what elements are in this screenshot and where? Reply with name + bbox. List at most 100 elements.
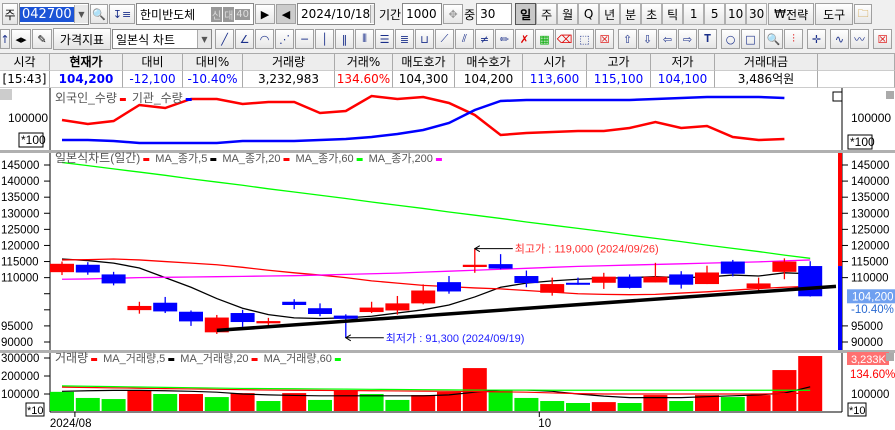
expand-horizontal-icon[interactable]: ◂▸ <box>11 29 31 49</box>
legend-ma-200: MA_종가,200 <box>369 152 433 165</box>
candle-down <box>101 274 126 284</box>
price-indicator-button[interactable]: 가격지표 <box>53 28 111 50</box>
collapse-icon[interactable] <box>832 91 843 102</box>
move-icon[interactable]: ✥ <box>443 4 464 24</box>
candle-down <box>488 264 513 269</box>
chart-type-value: 일본식 차트 <box>116 32 176 47</box>
pencil-icon[interactable]: ✏ <box>495 29 514 49</box>
select-edit-icon[interactable]: ⬚ <box>575 29 594 49</box>
close-panel-icon[interactable] <box>886 91 894 99</box>
tab-month[interactable]: 월 <box>557 3 579 25</box>
candle-down <box>179 311 203 322</box>
chevron-down-icon[interactable]: ▼ <box>74 5 88 23</box>
stock-chart[interactable]: 외국인_수량 기관_수량 100000 100000 *100 *100 145000 145… <box>0 88 895 430</box>
fan-icon[interactable]: ⋰ <box>275 29 294 49</box>
candle-up <box>359 307 384 313</box>
horizontal-line-icon[interactable]: ─ <box>295 29 314 49</box>
up-arrow-icon[interactable]: ↑ <box>0 29 10 49</box>
price-tick-left: 145000 <box>1 160 39 172</box>
expand-toggle-icon[interactable] <box>0 89 12 100</box>
volume-bar <box>669 401 694 411</box>
clear-all-icon[interactable]: ☒ <box>595 29 614 49</box>
current-price-box <box>847 289 895 304</box>
tab-quarter[interactable]: Q <box>578 3 600 25</box>
stock-code-value: 042700 <box>20 6 74 22</box>
tab-day[interactable]: 일 <box>515 3 537 25</box>
indicator-settings-icon[interactable]: ☒ <box>873 29 892 49</box>
cycle-lines-icon[interactable]: ⦀ <box>355 29 374 49</box>
zoom-icon[interactable]: 🔍 <box>764 29 783 49</box>
price-tick-left: 115000 <box>1 257 39 269</box>
crosshair-icon[interactable]: ✛ <box>807 29 826 49</box>
trendline-icon[interactable]: ╱ <box>215 29 234 49</box>
vertical-line-icon[interactable]: │ <box>315 29 334 49</box>
multiplier-box <box>18 132 44 148</box>
sort-list-icon[interactable]: ↧≡ <box>109 4 135 24</box>
tab-year[interactable]: 년 <box>599 3 621 25</box>
channel-icon[interactable]: ⟋ <box>435 29 454 49</box>
arrow-right-icon[interactable]: ⇨ <box>678 29 697 49</box>
tab-30[interactable]: 30 <box>746 3 768 25</box>
parallel-lines-icon[interactable]: ⫽ <box>455 29 474 49</box>
annotation-arrowhead <box>473 245 481 253</box>
x-axis-label: 10 <box>538 418 551 430</box>
vertical-lines-icon[interactable]: ‖ <box>335 29 354 49</box>
date-input[interactable]: 2024/10/18▼ <box>297 3 375 25</box>
period-input[interactable]: 1000 <box>402 3 443 25</box>
wave-icon[interactable]: ∿ <box>830 29 849 49</box>
eraser-icon[interactable]: ⌫ <box>555 29 574 49</box>
color-palette-icon[interactable]: ▦ <box>535 29 554 49</box>
candle-down <box>798 266 823 297</box>
arrow-left-icon[interactable]: ⇦ <box>658 29 677 49</box>
chevron-down-icon[interactable]: ▼ <box>370 5 374 23</box>
chart-type-select[interactable]: 일본식 차트 ▼ <box>112 29 212 49</box>
volume-bar <box>746 395 771 411</box>
tab-10[interactable]: 10 <box>725 3 747 25</box>
value-volume: 3,232,983 <box>243 71 335 88</box>
circle-icon[interactable]: ○ <box>721 29 740 49</box>
tools-button[interactable]: 도구 <box>815 3 854 25</box>
strategy-button[interactable]: ₩ 전략 <box>768 3 815 25</box>
zigzag-wave-icon[interactable]: 〰 <box>850 29 869 49</box>
candle-zoom-icon[interactable]: ⫶ <box>784 29 803 49</box>
text-note-icon[interactable]: 𝐓 <box>698 29 717 49</box>
rectangle-icon[interactable]: □ <box>741 29 760 49</box>
angle-line-icon[interactable]: ∠ <box>235 29 254 49</box>
folder-icon[interactable]: 🗀 <box>854 4 873 24</box>
tab-5[interactable]: 5 <box>704 3 726 25</box>
gann-icon[interactable]: ⊔ <box>415 29 434 49</box>
chevron-down-icon[interactable]: ▼ <box>197 30 211 48</box>
price-tick-left: 140000 <box>1 176 39 188</box>
arrow-down-icon[interactable]: ⇩ <box>638 29 657 49</box>
search-icon[interactable]: 🔍 <box>90 4 108 24</box>
tab-second[interactable]: 초 <box>641 3 663 25</box>
volume-bar <box>488 390 513 411</box>
header-high: 고가 <box>587 54 651 71</box>
tab-week[interactable]: 주 <box>536 3 558 25</box>
legend-marker <box>143 158 150 161</box>
investor-line-1 <box>62 95 785 145</box>
tab-1[interactable]: 1 <box>683 3 705 25</box>
stock-code-input[interactable]: 042700 ▼ <box>19 3 89 25</box>
zigzag-icon[interactable]: ≠ <box>475 29 494 49</box>
price-tick-right: 135000 <box>851 192 889 204</box>
arc-icon[interactable]: ◠ <box>255 29 274 49</box>
retracement-icon[interactable]: ≣ <box>395 29 414 49</box>
volume-bar <box>437 392 461 411</box>
fibonacci-icon[interactable]: ☰ <box>375 29 394 49</box>
volume-bar <box>411 395 436 411</box>
stock-name-field: 한미반도체 신 대 40 <box>136 3 254 25</box>
tab-minute[interactable]: 분 <box>620 3 642 25</box>
arrow-up-icon[interactable]: ⇧ <box>618 29 637 49</box>
prev-arrow-icon[interactable]: ◀ <box>276 4 296 24</box>
mid-input[interactable]: 30 <box>476 3 513 25</box>
market-selector[interactable]: 주 <box>2 3 18 25</box>
edit-note-icon[interactable]: ✎ <box>32 29 52 49</box>
value-change: -12,100 <box>123 71 183 88</box>
delete-tool-icon[interactable]: ✗ <box>515 29 534 49</box>
tab-tick[interactable]: 틱 <box>662 3 684 25</box>
candle-down <box>230 313 255 323</box>
close-panel-icon[interactable] <box>886 353 894 361</box>
volume-bar <box>50 391 74 411</box>
next-arrow-icon[interactable]: ▶ <box>255 4 275 24</box>
